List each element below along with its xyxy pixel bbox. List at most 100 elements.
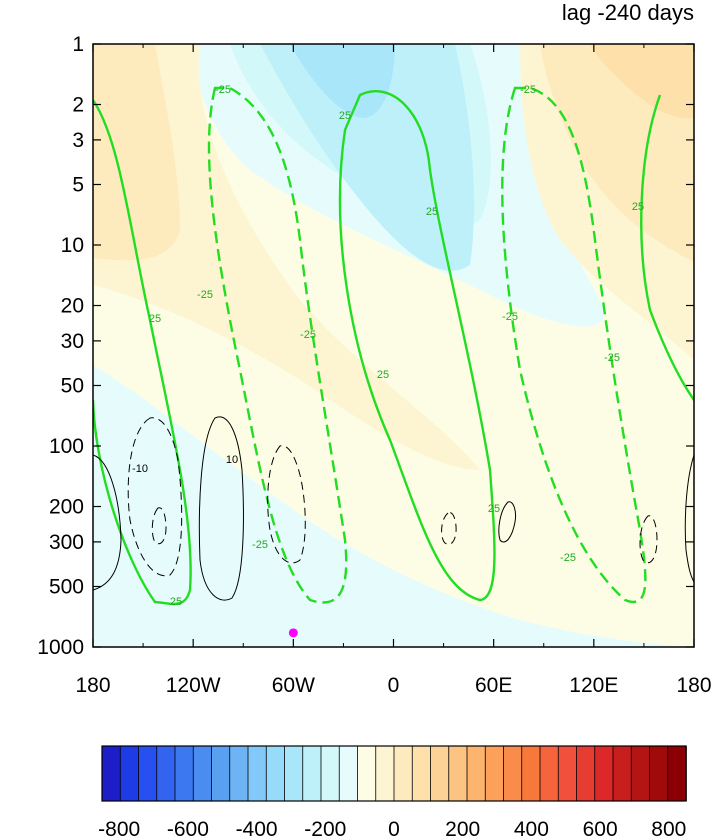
contour-label-green-negative: -25 [300,329,316,341]
colorbar-swatch [484,745,505,802]
colorbar-swatch [174,745,195,802]
colorbar-swatch [138,745,158,802]
colorbar-swatch [284,745,304,802]
colorbar-swatch [503,745,523,802]
x-tick-label: 120E [569,674,618,697]
colorbar-swatch [576,745,596,802]
contour-label-green-negative: -25 [252,539,268,551]
colorbar-label: 400 [514,818,549,838]
colorbar-swatch [320,745,341,802]
x-tick-label: 0 [388,674,400,697]
colorbar-swatch [229,745,249,802]
y-tick-label: 5 [72,173,84,196]
colorbar-label: 600 [583,818,618,838]
contour-label-green-negative: -25 [197,289,213,301]
contour-label-black: 10 [226,454,238,466]
field-region-cyan-lower [93,365,694,647]
y-tick-label: 300 [49,531,84,554]
colorbar-swatch [448,745,468,802]
y-tick-label: 2 [72,94,84,117]
black-contour-positive [93,454,122,591]
green-contour-negative [501,86,647,603]
colorbar-swatch [630,745,651,802]
colorbar-swatch [393,745,414,802]
colorbar-swatch [211,745,231,802]
colorbar-swatch [411,745,432,802]
colorbar-swatch [649,745,669,802]
colorbar-label: -800 [98,818,140,838]
contour-label-green-negative: -25 [215,84,231,96]
contour-labels: 25 25 25 25 25 25 25 -25 -25 -25 -25 -25… [132,84,644,608]
black-contour-negative [639,515,658,564]
contour-label-green: 25 [170,596,182,608]
y-tick-label: 1 [72,33,84,56]
y-tick-label: 20 [61,295,84,318]
chart-title: lag -240 days [562,0,694,25]
x-tick-label: 180 [676,674,711,697]
y-tick-label: 100 [49,435,84,458]
colorbar-label: -400 [236,818,278,838]
colorbar: -800 -600 -400 -200 0 200 400 600 800 [98,745,687,838]
black-contour-negative [127,417,183,577]
field-region-blue-top [290,44,395,118]
y-tick-label: 30 [61,330,84,353]
y-tick-label: 1000 [37,636,84,659]
x-axis: 180 120W 60W 0 60E 120E 180 [75,44,712,697]
colorbar-swatch [192,745,213,802]
contour-label-green: 25 [377,369,389,381]
colorbar-swatch [338,745,359,802]
colorbar-swatch [247,745,268,802]
colorbar-swatch [539,745,560,802]
green-contour-positive [93,99,192,606]
colorbar-swatch [612,745,633,802]
location-marker [288,628,298,638]
black-contour-negative [441,512,457,545]
contour-label-green: 25 [339,110,351,122]
colorbar-swatch [265,745,286,802]
colorbar-swatch [302,745,322,802]
colorbar-frame [101,745,687,802]
black-contour-negative [267,445,306,564]
x-tick-label: 180 [75,674,110,697]
contour-label-green-negative: -25 [560,552,576,564]
contour-label-black-negative: -10 [132,463,148,475]
black-contour-positive [498,501,516,543]
x-tick-label: 120W [166,674,221,697]
contour-label-green: 25 [632,201,644,213]
colorbar-swatch [667,745,687,802]
x-tick-label: 60E [475,674,512,697]
contour-label-green-negative: -25 [520,84,536,96]
y-tick-label: 10 [61,234,84,257]
contour-label-green-negative: -25 [502,311,518,323]
colorbar-label: -200 [304,818,346,838]
field-region-orange-left [93,44,480,470]
y-tick-label: 200 [49,496,84,519]
green-contour-positive [338,89,496,602]
colorbar-label: 0 [388,818,400,838]
field-region-orange-left-deep [93,44,180,261]
contour-label-green: 25 [488,503,500,515]
shaded-field [93,44,694,647]
contour-label-green: 25 [426,206,438,218]
y-tick-label: 500 [49,575,84,598]
y-axis: 1 2 3 5 10 20 30 50 100 200 300 500 1000 [37,33,694,659]
colorbar-label: -600 [167,818,209,838]
y-tick-label: 50 [61,374,84,397]
field-region-blue-core [260,44,475,271]
black-contour-positive [684,454,694,583]
contour-label-green-negative: -25 [604,352,620,364]
colorbar-swatch [375,745,395,802]
colorbar-swatch [557,745,578,802]
colorbar-label: 200 [445,818,480,838]
y-tick-label: 3 [72,129,84,152]
green-contour-negative [207,86,348,604]
x-tick-label: 60W [272,674,315,697]
contour-lines [93,86,694,606]
colorbar-swatch [430,745,450,802]
black-contour-positive [198,416,244,601]
black-contour-negative [151,507,167,545]
field-region-orange-right-peak [590,44,694,119]
colorbar-swatch [156,745,176,802]
colorbar-swatch [101,745,122,802]
